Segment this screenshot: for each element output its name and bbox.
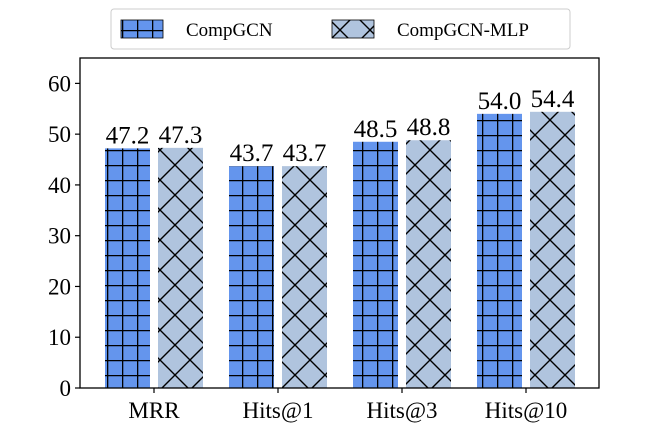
bar-compgcn-mlp-mrr bbox=[158, 147, 203, 388]
plot-frame bbox=[79, 57, 600, 389]
y-tick-label: 30 bbox=[48, 224, 71, 249]
legend-swatch-compgcn bbox=[120, 19, 164, 39]
data-label-compgcn-hits-1: 43.7 bbox=[230, 140, 274, 167]
y-tick-label: 40 bbox=[48, 173, 71, 198]
data-label-compgcn-mlp-hits-10: 54.4 bbox=[531, 86, 575, 113]
bar-compgcn-mrr bbox=[105, 148, 150, 388]
data-label-compgcn-hits-10: 54.0 bbox=[478, 88, 522, 115]
bar-compgcn-hits-3 bbox=[353, 141, 398, 388]
x-tick-label: Hits@10 bbox=[485, 398, 568, 423]
bar-compgcn-hits-1 bbox=[229, 166, 274, 388]
bar-compgcn-mlp-hits-10 bbox=[530, 111, 575, 389]
data-label-compgcn-mlp-hits-1: 43.7 bbox=[283, 140, 327, 167]
data-label-compgcn-mlp-hits-3: 48.8 bbox=[407, 114, 451, 141]
y-tick-label: 20 bbox=[48, 274, 71, 299]
bar-compgcn-mlp-hits-3 bbox=[406, 140, 451, 388]
y-tick-label: 60 bbox=[48, 71, 71, 96]
data-label-compgcn-hits-3: 48.5 bbox=[354, 116, 398, 143]
bar-compgcn-mlp-hits-1 bbox=[282, 166, 327, 388]
legend-swatch-compgcn-mlp bbox=[331, 19, 375, 39]
y-tick-label: 50 bbox=[48, 122, 71, 147]
bar-compgcn-hits-10 bbox=[477, 113, 522, 388]
y-tick-label: 0 bbox=[60, 376, 72, 401]
x-tick-label: Hits@1 bbox=[242, 398, 313, 423]
data-label-compgcn-mlp-mrr: 47.3 bbox=[159, 122, 203, 149]
x-tick-label: Hits@3 bbox=[366, 398, 437, 423]
legend-label-compgcn-mlp: CompGCN-MLP bbox=[397, 20, 529, 41]
x-tick-label: MRR bbox=[128, 398, 180, 423]
legend-label-compgcn: CompGCN bbox=[186, 20, 273, 41]
data-label-compgcn-mrr: 47.2 bbox=[106, 122, 150, 149]
y-tick-label: 10 bbox=[48, 325, 71, 350]
legend: CompGCN CompGCN-MLP bbox=[110, 8, 571, 50]
